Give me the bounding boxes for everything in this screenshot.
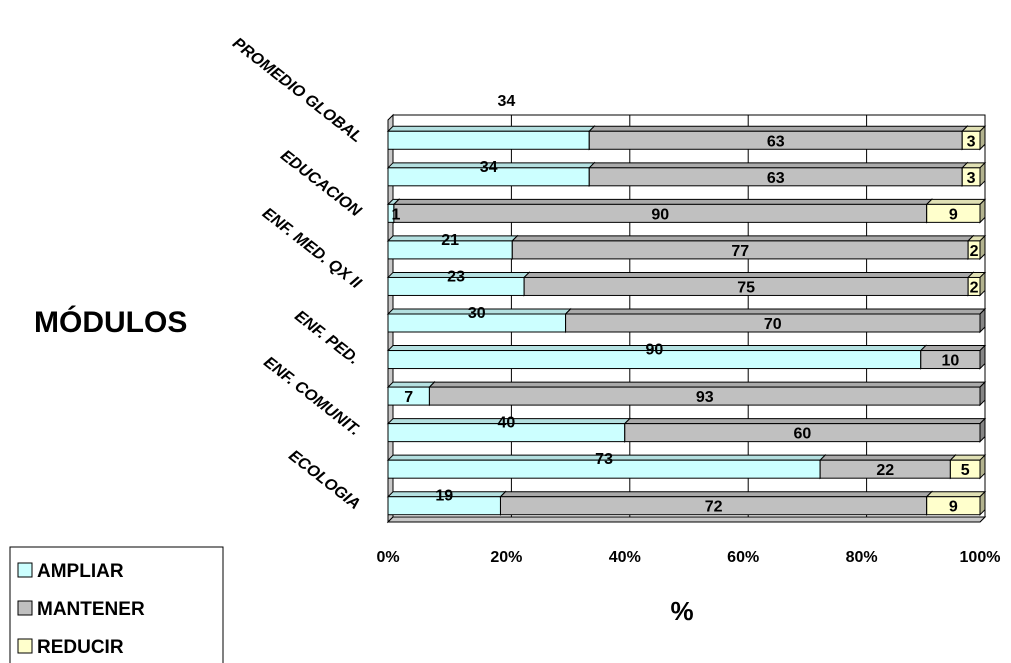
category-label: PROMEDIO GLOBAL (229, 35, 365, 146)
legend: AMPLIAR MANTENER REDUCIR (9, 546, 224, 663)
data-label: 1 (392, 206, 401, 223)
data-label: 2 (970, 243, 979, 260)
bar-segment-top (588, 162, 969, 169)
category-label: ECOLOGIA (285, 447, 363, 513)
bar-segment-side (979, 198, 986, 224)
data-label: 93 (696, 389, 714, 406)
x-tick-label: 0% (376, 549, 399, 566)
data-label: 40 (498, 415, 516, 432)
bar-segment-top (522, 271, 975, 278)
data-label: 2 (970, 279, 979, 296)
bar-segment-top (386, 125, 596, 132)
bar-segment-side (979, 380, 986, 407)
legend-swatch (17, 600, 33, 616)
bar-segment-side (979, 453, 986, 480)
legend-swatch (17, 638, 33, 654)
y-axis-label: MÓDULOS (34, 305, 187, 339)
plot-floor (386, 516, 987, 523)
data-label: 90 (651, 206, 669, 223)
category-label: ENF. MED. QX II (259, 205, 364, 293)
x-axis-ticks: 0% 20% 40% 60% 80% 100% (376, 549, 1000, 566)
data-label: 21 (441, 232, 459, 249)
data-labels: 63 3 34 63 3 1 90 9 21 77 2 23 75 2 30 70 90 10 7 93 40 60 73 2… (392, 93, 979, 516)
x-tick-label: 60% (727, 549, 759, 566)
data-label: 30 (468, 305, 486, 322)
legend-entry: AMPLIAR (37, 561, 124, 582)
legend-box (9, 546, 224, 663)
data-label: 19 (435, 488, 453, 505)
bar-segment-top (925, 491, 987, 498)
data-label: 9 (949, 206, 958, 223)
bar-segment-top (623, 418, 987, 425)
data-label: 77 (731, 243, 749, 260)
data-label: 70 (764, 316, 782, 333)
category-label: EDUCACION (277, 147, 364, 220)
data-label: 63 (767, 133, 785, 150)
bar-segment-side (979, 344, 986, 370)
bar-segment-top (588, 125, 969, 132)
data-label: 72 (705, 499, 723, 516)
bar-segment-side (979, 234, 986, 261)
bar-segment-side (979, 271, 986, 297)
x-tick-label: 40% (609, 549, 641, 566)
legend-swatch (17, 562, 33, 578)
x-tick-label: 80% (846, 549, 878, 566)
data-label: 60 (794, 426, 812, 443)
data-label: 5 (961, 462, 970, 479)
x-tick-label: 20% (490, 549, 522, 566)
bar-segment-top (386, 381, 436, 388)
data-label: 3 (967, 133, 976, 150)
bar-segment (387, 130, 590, 150)
x-axis-label: % (670, 596, 693, 626)
category-label: ENF. PED. (291, 308, 362, 368)
bar-segment-top (428, 381, 987, 388)
bar-segment-top (564, 308, 987, 315)
bar-segment-top (818, 454, 957, 461)
bar-segment-side (979, 125, 986, 151)
data-label: 7 (404, 389, 413, 406)
legend-entry: REDUCIR (37, 637, 124, 658)
category-label: ENF. COMUNIT. (260, 354, 363, 439)
bars (386, 125, 987, 516)
bar-segment-side (979, 490, 986, 516)
data-label: 10 (942, 353, 960, 370)
bar-segment-top (949, 454, 987, 461)
data-label: 23 (447, 268, 465, 285)
bar-segment-top (499, 491, 933, 498)
bar-segment-top (919, 345, 987, 352)
data-label: 22 (876, 462, 894, 479)
data-label: 9 (949, 499, 958, 516)
data-label: 75 (737, 279, 755, 296)
bar-segment-side (979, 161, 986, 188)
data-label: 3 (967, 170, 976, 187)
data-label: 34 (498, 93, 516, 110)
x-tick-label: 100% (960, 549, 1001, 566)
bar-segment-top (511, 235, 975, 242)
bar-segment-side (979, 307, 986, 334)
data-label: 73 (595, 451, 613, 468)
bar-segment-top (392, 198, 933, 205)
bar-segment-side (979, 417, 986, 443)
data-label: 90 (646, 342, 664, 359)
data-label: 63 (767, 170, 785, 187)
bar-segment-top (925, 198, 987, 205)
legend-entry: MANTENER (37, 599, 145, 620)
data-label: 34 (480, 159, 498, 176)
